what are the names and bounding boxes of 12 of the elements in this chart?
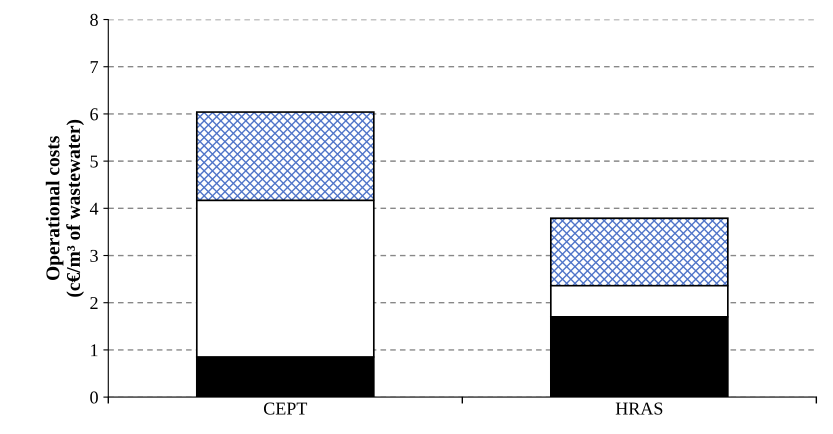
y-tick-label: 2 [90, 297, 98, 309]
y-tick-label: 6 [90, 108, 98, 120]
y-tick-label: 1 [91, 344, 98, 356]
y-axis-title: Operational costs (c€/m³ of wastewater) [46, 120, 84, 297]
y-tick-label: 5 [90, 156, 98, 168]
y-tick-label: 8 [90, 14, 98, 26]
y-tick-label: 7 [90, 61, 98, 73]
y-tick-label: 0 [90, 391, 98, 404]
y-tick-label: 4 [90, 202, 98, 215]
x-tick-label: CEPT [264, 402, 308, 415]
y-tick-label: 3 [90, 250, 98, 262]
x-tick-label: HRAS [616, 402, 662, 415]
